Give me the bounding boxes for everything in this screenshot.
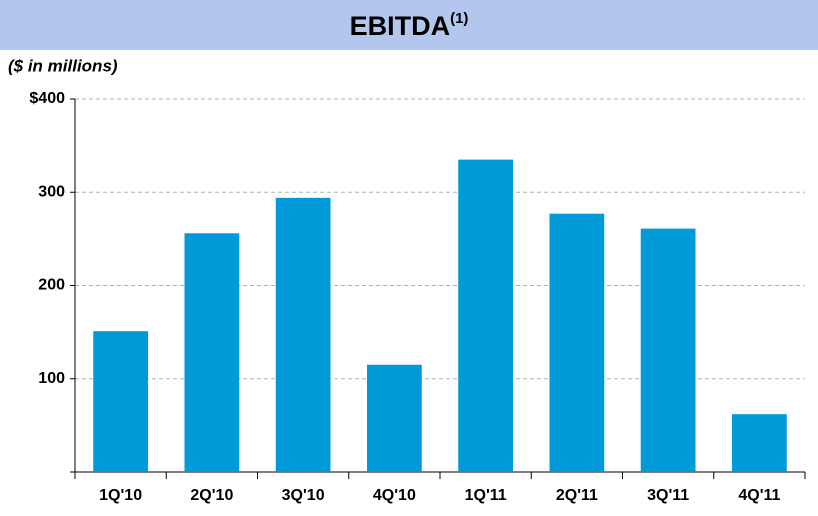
x-tick-label: 1Q'10 [99, 487, 142, 504]
y-tick-label: 300 [38, 183, 65, 200]
x-tick-label: 2Q'11 [556, 487, 598, 504]
bar [549, 213, 605, 472]
chart-title-group: EBITDA(1) [350, 10, 469, 41]
subtitle: ($ in millions) [8, 56, 118, 75]
x-tick-label: 4Q'11 [738, 487, 780, 504]
y-tick-label: 100 [38, 370, 65, 387]
chart-title: EBITDA [350, 11, 451, 41]
y-tick-label: 200 [38, 277, 65, 294]
title-superscript: (1) [450, 10, 468, 27]
y-tick-label: $400 [29, 90, 65, 107]
bar [184, 233, 240, 472]
x-tick-label: 1Q'11 [465, 487, 507, 504]
bar [275, 197, 331, 472]
bar [367, 364, 422, 472]
x-tick-label: 2Q'10 [190, 487, 233, 504]
bar [93, 331, 148, 472]
bar [640, 228, 696, 472]
x-tick-label: 3Q'10 [282, 487, 325, 504]
x-tick-label: 4Q'10 [373, 487, 416, 504]
bar [458, 159, 513, 473]
bar [732, 414, 787, 472]
x-tick-label: 3Q'11 [647, 487, 689, 504]
title-bar [0, 0, 818, 50]
